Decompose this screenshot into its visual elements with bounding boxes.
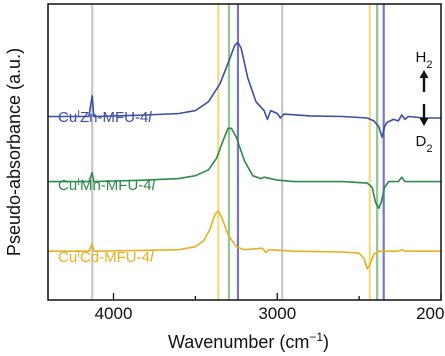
h2-d2-indicator: H2 D2 — [416, 49, 433, 155]
x-axis-title: Wavenumber (cm−1) — [168, 330, 329, 352]
series-label-2: CuICd-MFU-4l — [58, 249, 154, 267]
y-axis-title: Pseudo-absorbance (a.u.) — [4, 48, 24, 256]
x-tick-label-3000: 3000 — [258, 304, 296, 323]
reference-lines — [91, 4, 385, 300]
x-tick-label-2000: 2000 — [416, 304, 445, 323]
d2-label-main: D — [416, 133, 427, 150]
x-axis-title-end: ) — [323, 332, 329, 352]
x-ticks: 4000 3000 2000 — [95, 293, 445, 323]
plot-frame — [47, 3, 442, 301]
d2-label-sub: 2 — [426, 143, 432, 155]
series-line-0 — [48, 41, 441, 138]
series-line-2 — [48, 210, 441, 270]
series-labels: CuIZn-MFU-4l CuIMn-MFU-4l CuICd-MFU-4l — [58, 109, 156, 267]
series-label-1: CuIMn-MFU-4l — [58, 177, 156, 195]
down-arrow-icon — [419, 104, 429, 126]
series-line-1 — [48, 127, 441, 209]
x-tick-label-4000: 4000 — [95, 304, 133, 323]
series-group — [48, 41, 441, 270]
d2-label: D2 — [416, 133, 433, 155]
h2-label-sub: 2 — [426, 59, 432, 71]
h2-label: H2 — [416, 49, 433, 71]
up-arrow-icon — [419, 70, 429, 92]
x-axis-title-sup: −1 — [309, 330, 323, 344]
series-label-0: CuIZn-MFU-4l — [58, 109, 152, 127]
x-axis-title-main: Wavenumber (cm — [168, 332, 309, 352]
h2-label-main: H — [416, 49, 427, 66]
